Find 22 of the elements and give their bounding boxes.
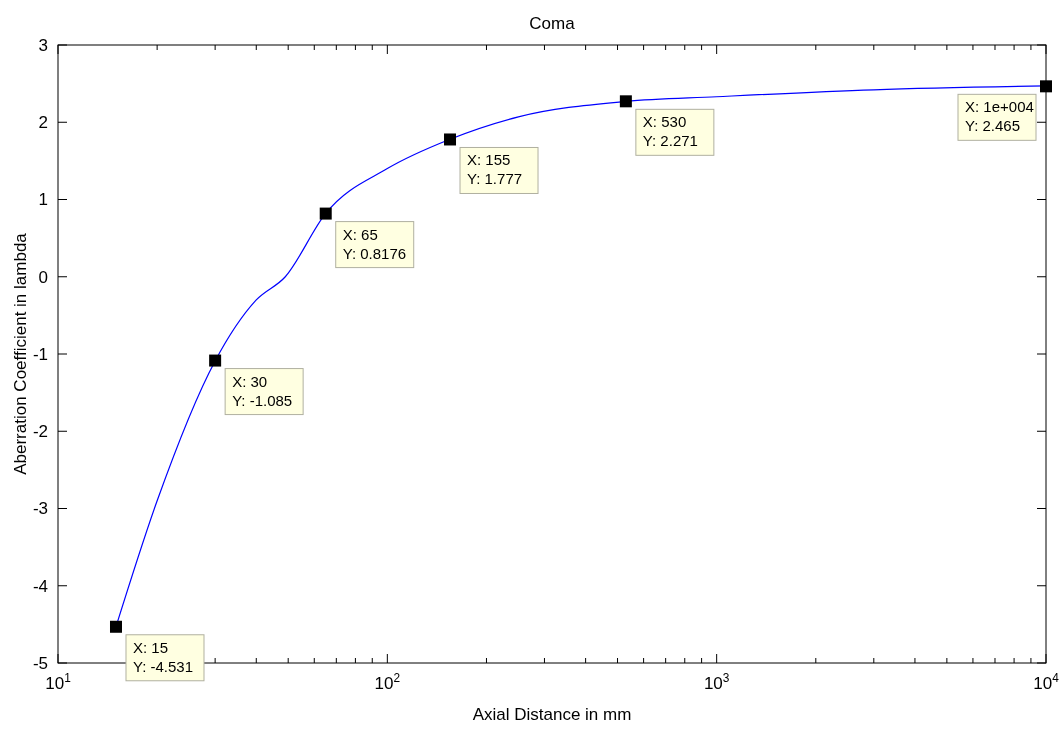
x-tick-label: 10$^{2}$ <box>374 671 401 693</box>
x-tick-label: 10$^{1}$ <box>45 671 72 693</box>
y-tick-label: -2 <box>32 422 48 442</box>
y-tick-label: -4 <box>32 576 48 596</box>
annotation: X: 65 Y: 0.8176 <box>342 225 407 262</box>
annotation: X: 530 Y: 2.271 <box>642 113 698 150</box>
y-tick-label: 1 <box>38 190 48 210</box>
annotation: X: 1e+004 Y: 2.465 <box>965 98 1034 135</box>
annotation: X: 15 Y: -4.531 <box>132 638 194 675</box>
y-tick-label: 0 <box>38 267 48 287</box>
x-axis-title: Axial Distance in mm <box>472 705 632 724</box>
chart-title: Coma <box>529 14 576 33</box>
annotation: X: 155 Y: 1.777 <box>467 151 523 188</box>
annotation: X: 30 Y: -1.085 <box>232 372 293 409</box>
y-axis-title: Aberration Coefficient in lambda <box>11 232 30 475</box>
y-tick-label: 3 <box>38 35 48 55</box>
y-tick-label: -3 <box>32 499 48 519</box>
y-tick-label: 2 <box>38 113 48 133</box>
x-tick-label: 10$^{3}$ <box>703 671 730 693</box>
y-tick-label: -5 <box>32 653 48 673</box>
y-tick-label: -1 <box>32 344 48 364</box>
x-tick-label: 10$^{4}$ <box>1033 671 1060 693</box>
